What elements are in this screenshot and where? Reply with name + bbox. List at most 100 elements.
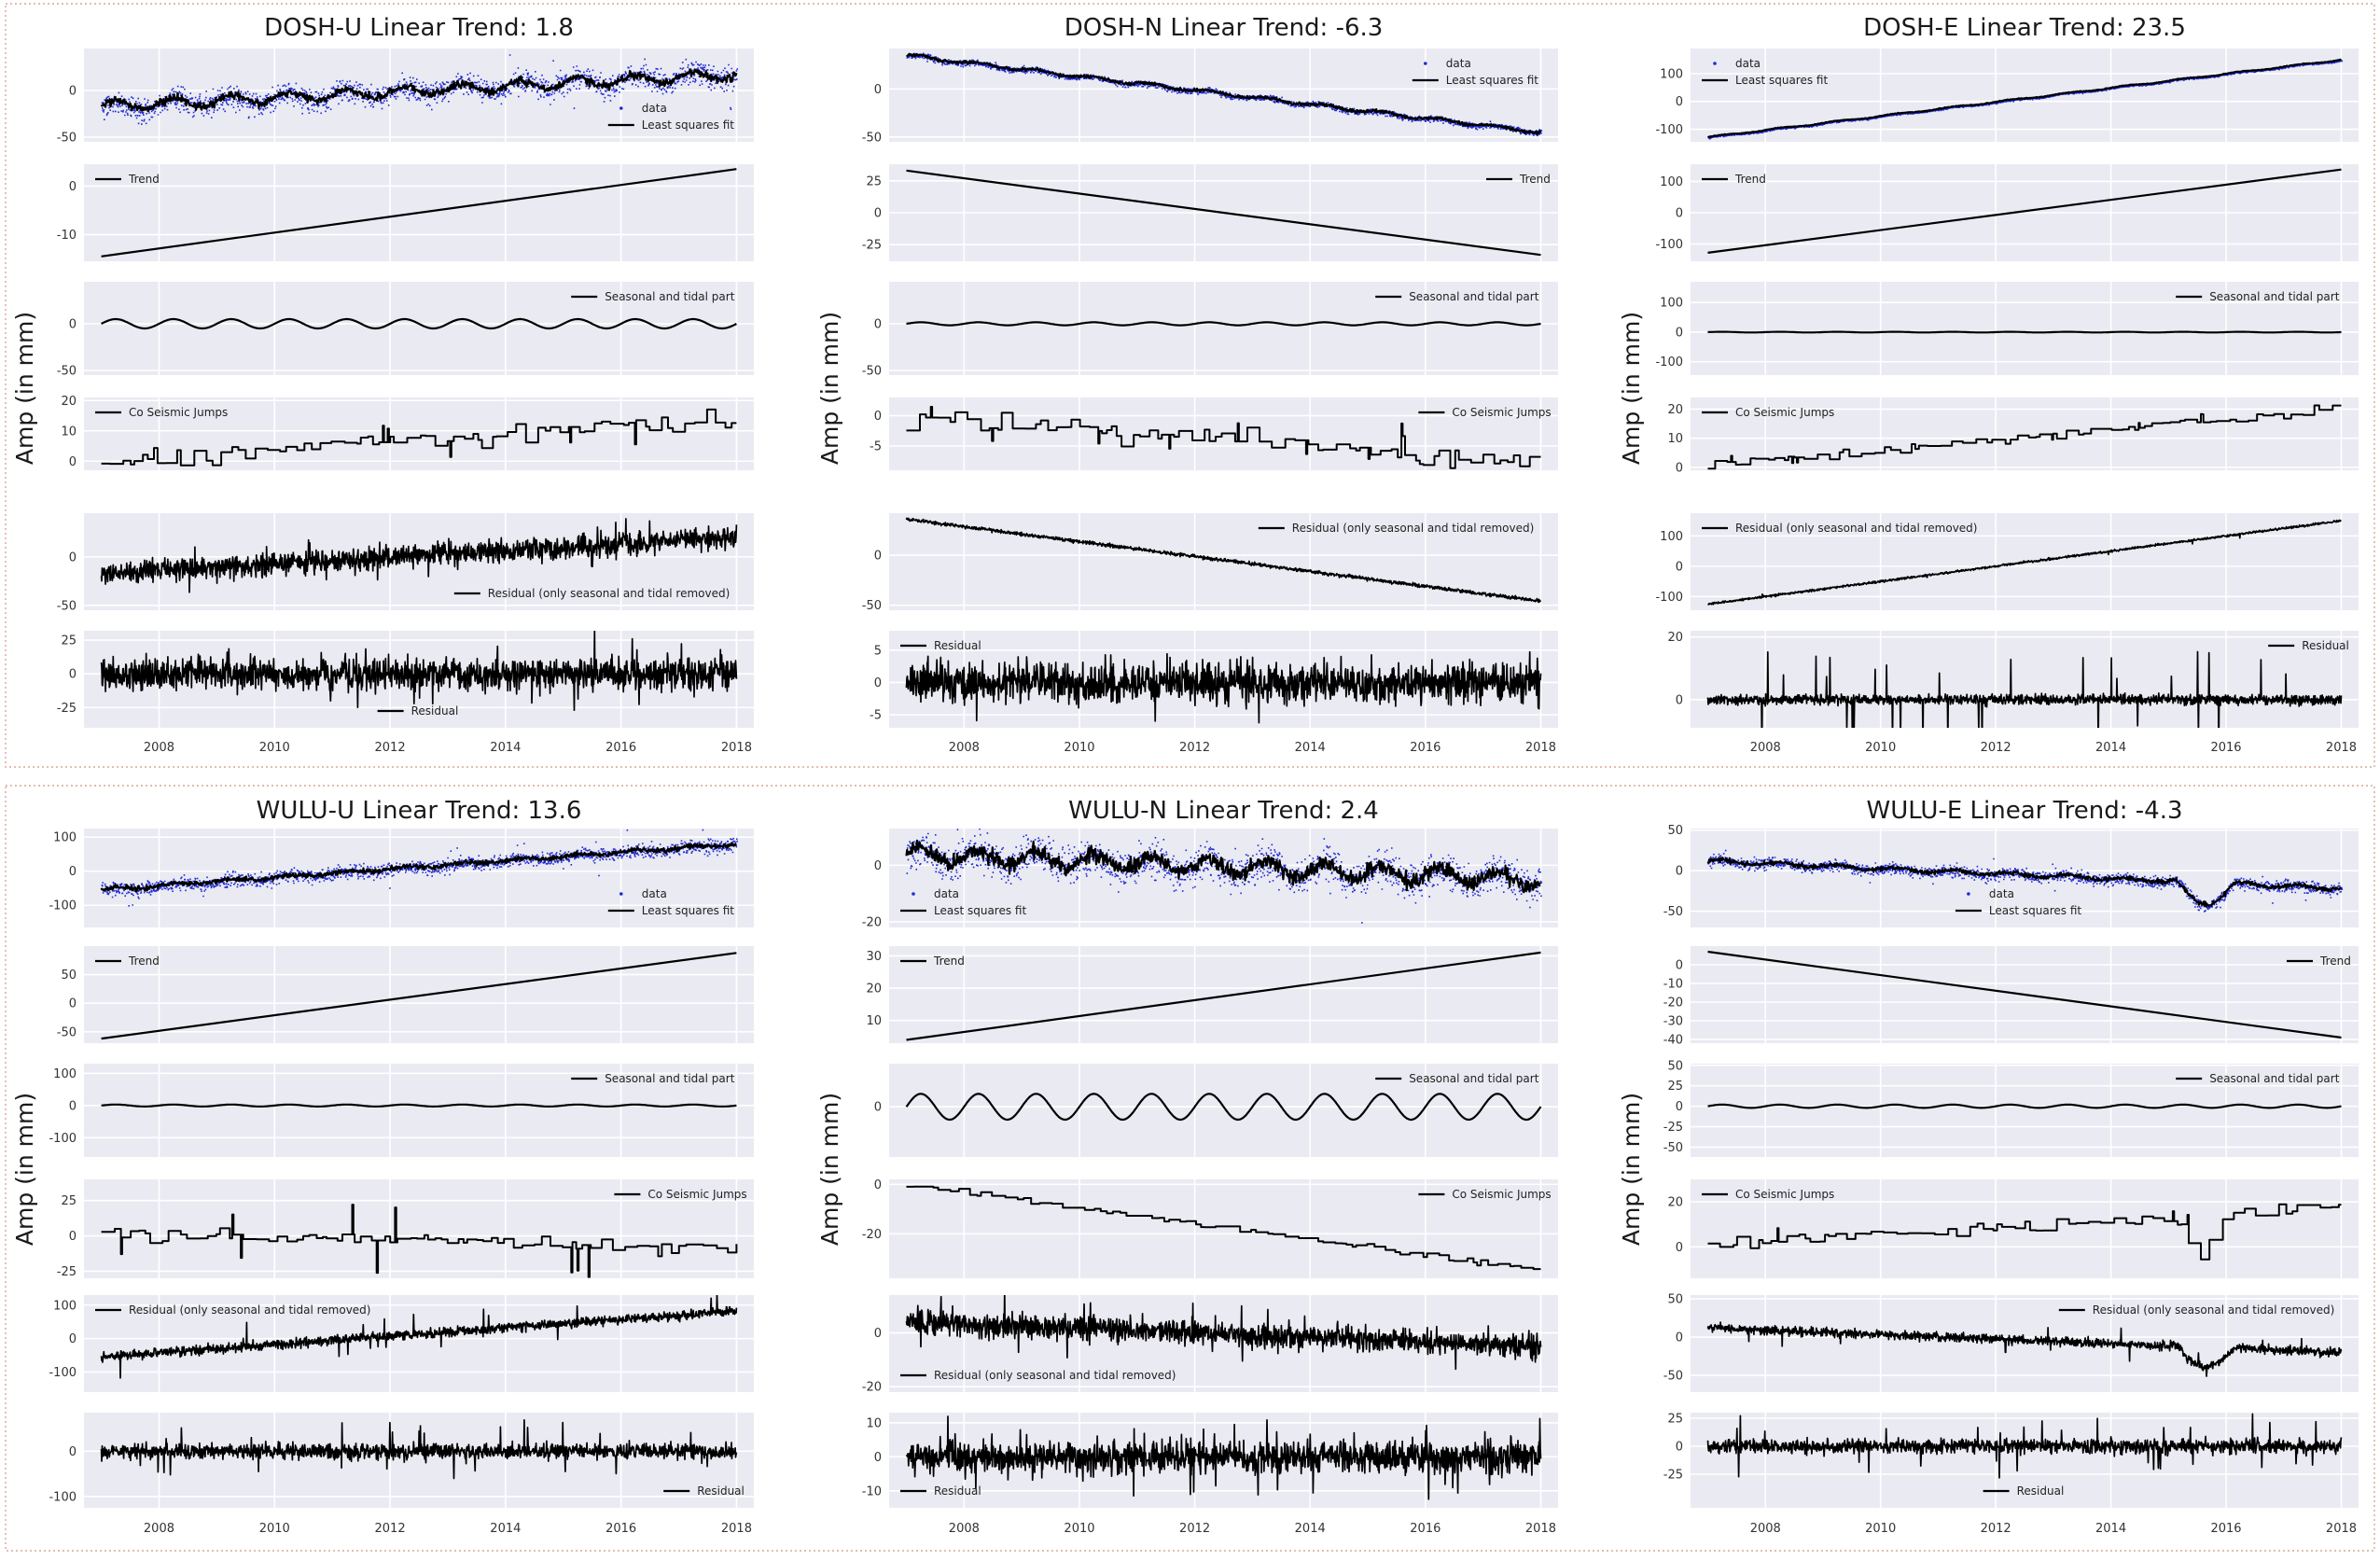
dosh-e-data-legend-marker-data (1713, 62, 1717, 65)
wulu-n-seasonal-seasonal-and-tidal-part-line (905, 1093, 1542, 1122)
dosh-n-jumps-co-seismic-jumps-line (906, 406, 1541, 469)
wulu-u-trend-ytick-0: 0 (69, 997, 77, 1011)
dosh-n-seasonal-ytick-50: -50 (862, 365, 882, 379)
dosh-e-seasonal-series (1707, 330, 2342, 334)
wulu-u-jumps-legend-co-seismic-jumps: Co Seismic Jumps (647, 1188, 746, 1201)
dosh-e-panel-trend: -100 0 100 Trend (1655, 164, 2359, 261)
wulu-e-xtick-2014: 2014 (2095, 1522, 2126, 1536)
dosh-n-data-legend-least-squares-fit: Least squares fit (1446, 74, 1538, 87)
dosh-u-panel-resid: -25 0 25 Residual (57, 631, 754, 728)
dosh-u-panel-trend: -10 0 Trend (57, 164, 754, 261)
wulu-u-seasonal-ytick-100: 100 (53, 1067, 77, 1081)
dosh-n-data-ytick-50: -50 (862, 131, 882, 145)
wulu-n-trend-ytick-10: 10 (866, 1014, 882, 1028)
wulu-e-seasonal-ytick-50: 50 (1667, 1059, 1683, 1073)
wulu-e-seasonal-ytick-25: -25 (1663, 1121, 1683, 1135)
dosh-u-resid-nonseasonal-legend-residual-only-seasonal-and-tidal-removed: Residual (only seasonal and tidal remove… (488, 587, 730, 600)
dosh-n-resid-nonseasonal-series (905, 517, 1542, 604)
wulu-n-jumps-ytick-0: 0 (874, 1178, 882, 1192)
dosh-n-data-legend: data Least squares fit (1412, 57, 1538, 87)
wulu-n-xtick-2008: 2008 (949, 1522, 980, 1536)
wulu-u-data-least-squares-fit-line (100, 842, 737, 893)
dosh-n-seasonal-legend-seasonal-and-tidal-part: Seasonal and tidal part (1409, 290, 1539, 303)
wulu-e-xtick-2010: 2010 (1865, 1522, 1896, 1536)
dosh-e-data-legend-data: data (1735, 57, 1761, 70)
wulu-u-jumps-co-seismic-jumps-line (101, 1204, 738, 1278)
wulu-u-jumps-background (84, 1179, 754, 1278)
dosh-n-resid-ytick-5: 5 (874, 644, 882, 658)
wulu-n-panel-resid: -10 0 10 Residual (862, 1413, 1558, 1508)
dosh-u-jumps-ytick-10: 10 (61, 425, 77, 439)
wulu-n-trend-series (906, 951, 1541, 1041)
wulu-n-resid-nonseasonal-ytick-0: 0 (874, 1327, 882, 1341)
dosh-n-data-legend-marker-data (1424, 62, 1427, 65)
dosh-u-title: DOSH-U Linear Trend: 1.8 (264, 14, 574, 42)
dosh-e-seasonal-ytick-0: 0 (1676, 326, 1683, 340)
wulu-e-panel-resid-nonseasonal: -50 0 50 Residual (only seasonal and tidal … (1663, 1293, 2359, 1392)
wulu-n-seasonal-ytick-0: 0 (874, 1101, 882, 1115)
wulu-n-resid-ytick-0: 0 (874, 1451, 882, 1465)
wulu-u-resid-nonseasonal-background (84, 1295, 754, 1392)
wulu-n-seasonal-legend-seasonal-and-tidal-part: Seasonal and tidal part (1409, 1072, 1539, 1085)
wulu-u-panel-resid: -100 0 Residual (49, 1413, 754, 1508)
dosh-n-ylabel: Amp (in mm) (816, 312, 843, 465)
dosh-e-resid-nonseasonal-legend-residual-only-seasonal-and-tidal-removed: Residual (only seasonal and tidal remove… (1735, 522, 1977, 535)
wulu-e-jumps-ytick-0: 0 (1676, 1241, 1683, 1255)
wulu-n-title: WULU-N Linear Trend: 2.4 (1068, 797, 1379, 825)
wulu-u-panel-data: -100 0 100 data Least squares fit (49, 829, 754, 927)
wulu-n-ylabel: Amp (in mm) (816, 1093, 843, 1246)
dosh-e-panel-resid-nonseasonal: -100 0 100 Residual (only seasonal and tida… (1655, 513, 2359, 610)
wulu-u-trend-trend-line (101, 952, 737, 1040)
dosh-e-resid-nonseasonal-residual-only-seasonal-and-tidal-removed-line (1707, 519, 2342, 606)
dosh-u-data-series (100, 54, 739, 125)
wulu-n-trend-trend-line (906, 951, 1541, 1041)
dosh-n-panel-seasonal: -50 0 Seasonal and tidal part (862, 282, 1558, 379)
wulu-n-data-legend-least-squares-fit: Least squares fit (934, 904, 1026, 917)
wulu-u-resid-nonseasonal-series (100, 1295, 738, 1379)
wulu-e-resid-ytick-25: -25 (1663, 1469, 1683, 1483)
dosh-n-xtick-2010: 2010 (1064, 741, 1094, 755)
dosh-n-resid-legend-residual: Residual (934, 639, 981, 652)
wulu-e-title: WULU-E Linear Trend: -4.3 (1866, 797, 2182, 825)
dosh-e-jumps-series (1707, 404, 2342, 470)
wulu-n-data-ytick-0: 0 (874, 859, 882, 873)
wulu-u-seasonal-legend-seasonal-and-tidal-part: Seasonal and tidal part (605, 1072, 735, 1085)
dosh-e-resid-background (1691, 631, 2359, 728)
dosh-n-panel-jumps: -5 0 Co Seismic Jumps (870, 397, 1558, 470)
wulu-e-xtick-2018: 2018 (2326, 1522, 2357, 1536)
dosh-e-resid-ytick-20: 20 (1667, 631, 1683, 645)
wulu-u-panel-seasonal: -100 0 100 Seasonal and tidal part (49, 1064, 754, 1157)
dosh-n-resid-ytick-0: 0 (874, 676, 882, 690)
dosh-n-jumps-ytick-0: 0 (874, 410, 882, 424)
dosh-u-trend-series (101, 168, 737, 258)
dosh-n-seasonal-seasonal-and-tidal-part-line (906, 321, 1541, 327)
dosh-e-data-legend-least-squares-fit: Least squares fit (1735, 74, 1828, 87)
dosh-u-data-legend-data: data (642, 102, 667, 115)
dosh-e-trend-ytick-100: -100 (1655, 238, 1683, 252)
dosh-e-trend-series (1707, 168, 2342, 254)
wulu-n-panel-jumps: -20 0 Co Seismic Jumps (862, 1178, 1558, 1278)
dosh-u-seasonal-series (101, 317, 737, 330)
dosh-u-jumps-background (84, 397, 754, 470)
wulu-e-trend-ytick-10: -10 (1663, 978, 1683, 992)
dosh-e-data-legend: data Least squares fit (1702, 57, 1828, 87)
wulu-n-jumps-legend-co-seismic-jumps: Co Seismic Jumps (1452, 1188, 1551, 1201)
wulu-e-resid-residual-line (1706, 1413, 2343, 1479)
dosh-u-resid-ytick-25: 25 (61, 634, 77, 648)
dosh-u-xtick-2016: 2016 (605, 741, 636, 755)
dosh-n-title: DOSH-N Linear Trend: -6.3 (1065, 14, 1384, 42)
dosh-n-trend-legend: Trend (1486, 173, 1551, 186)
dosh-n-jumps-legend-co-seismic-jumps: Co Seismic Jumps (1452, 406, 1551, 419)
dosh-e-xtick-2008: 2008 (1750, 741, 1781, 755)
charts-layer: DOSH-U Linear Trend: 1.8 Amp (in mm) -50 0 d… (11, 14, 2359, 1536)
wulu-n-resid-residual-line (905, 1415, 1542, 1500)
wulu-e-trend-ytick-40: -40 (1663, 1034, 1683, 1048)
dosh-e-resid-nonseasonal-series (1707, 519, 2342, 606)
wulu-e-data-series (1706, 849, 2344, 913)
wulu-u-jumps-series (101, 1204, 738, 1278)
wulu-n-data-data-points (906, 829, 1543, 924)
wulu-n-seasonal-series (905, 1093, 1542, 1122)
wulu-n-data-ytick-20: -20 (862, 915, 882, 929)
wulu-n-trend-legend-trend: Trend (933, 955, 965, 968)
